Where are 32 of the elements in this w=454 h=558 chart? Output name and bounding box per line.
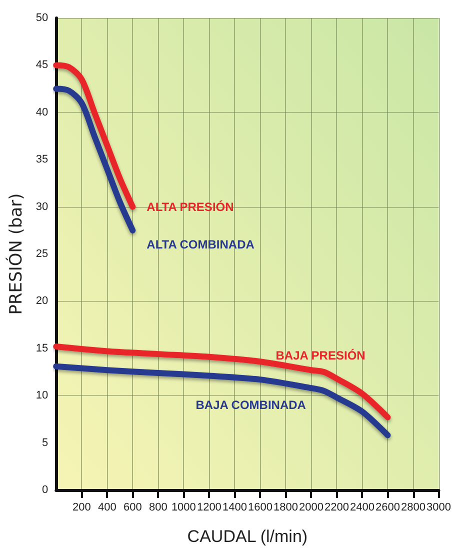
y-tick-label: 10: [36, 390, 48, 402]
series-label: BAJA PRESIÓN: [276, 348, 366, 362]
x-tick-label: 1600: [248, 502, 272, 514]
y-tick-label: 20: [36, 295, 48, 308]
x-tick-label: 200: [72, 502, 91, 514]
y-tick-label: 35: [36, 154, 48, 166]
x-tick-label: 2400: [350, 502, 374, 514]
y-axis-title: PRESIÓN (bar): [6, 193, 26, 315]
x-tick-label: 2600: [376, 502, 400, 514]
x-tick-label: 3000: [426, 502, 452, 514]
series-label: BAJA COMBINADA: [196, 398, 306, 412]
x-axis-title: CAUDAL (l/min): [187, 527, 308, 546]
y-tick-label: 15: [36, 342, 48, 354]
x-tick-label: 800: [148, 502, 168, 514]
series-label: ALTA COMBINADA: [146, 237, 255, 252]
y-tick-label: 30: [36, 200, 48, 213]
series-label: ALTA PRESIÓN: [146, 200, 234, 214]
x-tick-label: 600: [123, 502, 142, 514]
x-tick-label: 2800: [401, 502, 426, 514]
x-tick-label: 2200: [324, 502, 349, 514]
y-tick-label: 0: [42, 484, 48, 496]
y-tick-label: 25: [36, 248, 48, 260]
x-tick-label: 2000: [298, 502, 324, 514]
y-tick-label: 45: [36, 59, 48, 72]
y-tick-label: 40: [36, 106, 48, 118]
x-tick-label: 1200: [196, 502, 222, 514]
x-tick-label: 1400: [222, 502, 247, 514]
x-tick-label: 1800: [273, 502, 298, 514]
y-tick-label: 5: [42, 436, 48, 449]
x-tick-label: 400: [98, 502, 116, 514]
y-tick-label: 50: [36, 12, 48, 24]
x-tick-label: 1000: [171, 502, 196, 514]
